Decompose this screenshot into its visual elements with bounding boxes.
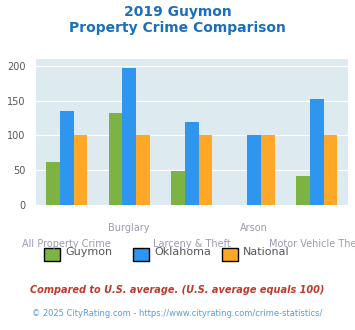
Text: Compared to U.S. average. (U.S. average equals 100): Compared to U.S. average. (U.S. average … xyxy=(30,285,325,295)
Bar xyxy=(122,68,136,205)
Bar xyxy=(109,113,122,205)
Bar xyxy=(310,99,323,205)
Text: Motor Vehicle Theft: Motor Vehicle Theft xyxy=(269,239,355,249)
Bar xyxy=(198,135,212,205)
Bar xyxy=(261,135,275,205)
Text: National: National xyxy=(243,248,290,257)
Text: Oklahoma: Oklahoma xyxy=(154,248,211,257)
Text: Larceny & Theft: Larceny & Theft xyxy=(153,239,231,249)
Bar xyxy=(185,122,198,205)
Text: Guymon: Guymon xyxy=(66,248,113,257)
Bar xyxy=(46,162,60,205)
Bar xyxy=(247,135,261,205)
Bar xyxy=(296,176,310,205)
Bar xyxy=(171,171,185,205)
Text: © 2025 CityRating.com - https://www.cityrating.com/crime-statistics/: © 2025 CityRating.com - https://www.city… xyxy=(32,309,323,317)
Text: Property Crime Comparison: Property Crime Comparison xyxy=(69,21,286,35)
Text: Arson: Arson xyxy=(240,223,268,233)
Bar xyxy=(323,135,337,205)
Text: Burglary: Burglary xyxy=(109,223,150,233)
Bar xyxy=(60,111,73,205)
Text: 2019 Guymon: 2019 Guymon xyxy=(124,5,231,19)
Text: All Property Crime: All Property Crime xyxy=(22,239,111,249)
Bar xyxy=(136,135,150,205)
Bar xyxy=(73,135,87,205)
